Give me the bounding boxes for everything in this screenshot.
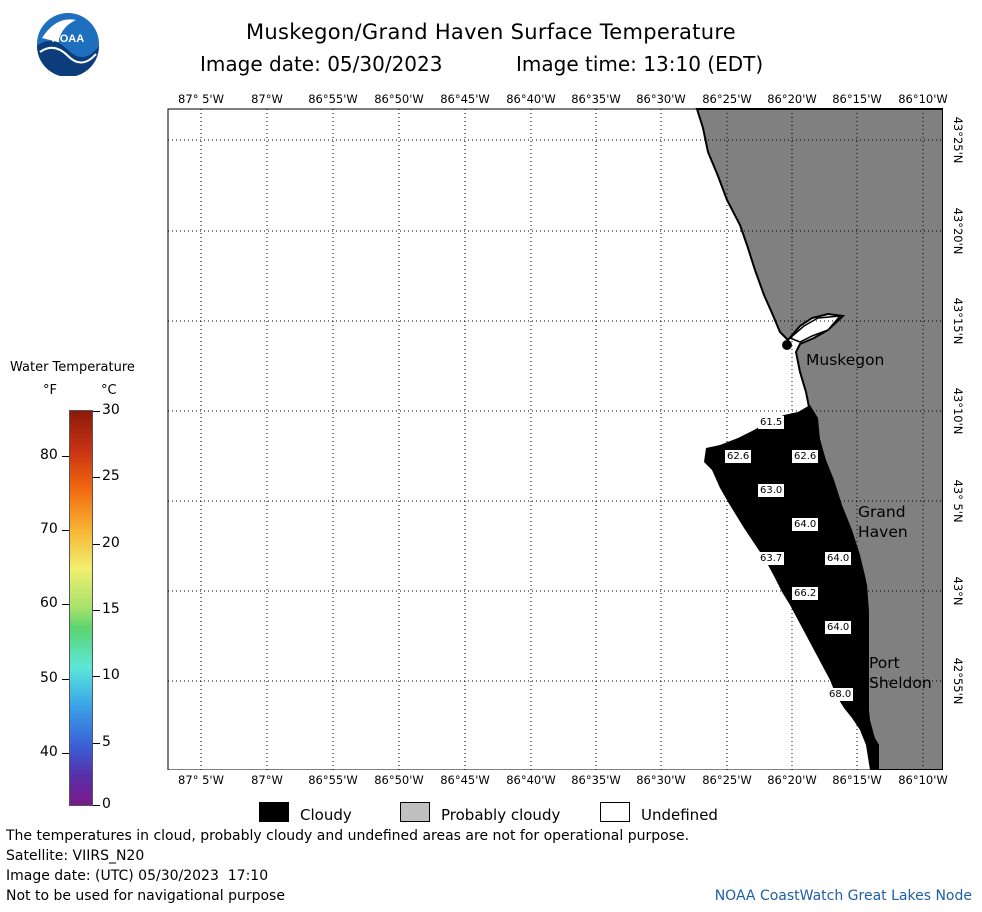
lat-tick: 43° 5'N	[951, 479, 965, 523]
city-label-grand: Grand	[858, 503, 906, 521]
page-title: Muskegon/Grand Haven Surface Temperature	[245, 20, 737, 44]
scale-unit-f: °F	[43, 383, 57, 398]
lon-tick: 86°15'W	[832, 773, 882, 787]
scale-c-label: 20	[102, 535, 120, 551]
lat-tick: 42°55'N	[951, 657, 965, 705]
scale-unit-c: °C	[101, 383, 117, 398]
city-marker-muskegon	[782, 340, 792, 350]
scale-f-label: 80	[40, 447, 58, 463]
lon-tick: 86°10'W	[898, 773, 948, 787]
temperature-label: 62.6	[792, 450, 819, 463]
lon-tick: 86°55'W	[308, 773, 358, 787]
temperature-label: 63.7	[758, 552, 785, 565]
temperature-label: 63.0	[758, 484, 785, 497]
lon-tick: 86°45'W	[440, 773, 490, 787]
footer-satellite: Satellite: VIIRS_N20	[6, 848, 145, 864]
city-label-grand-haven: Grand Haven	[858, 502, 908, 542]
scale-c-label: 25	[102, 468, 120, 484]
temperature-label: 64.0	[825, 552, 852, 565]
image-date: Image date: 05/30/2023	[200, 52, 443, 76]
lat-tick: 43°15'N	[951, 297, 965, 345]
footer-disclaimer: The temperatures in cloud, probably clou…	[6, 828, 690, 844]
city-label-port: Port	[869, 654, 900, 672]
lon-tick: 86°50'W	[374, 773, 424, 787]
lon-tick: 87°W	[251, 92, 283, 106]
lat-tick: 43°25'N	[951, 116, 965, 164]
lat-tick: 43°10'N	[951, 387, 965, 435]
temperature-label: 62.6	[725, 450, 752, 463]
lon-tick: 86°10'W	[898, 92, 948, 106]
scale-f-label: 70	[40, 521, 58, 537]
scale-c-label: 0	[102, 796, 111, 812]
temperature-label: 64.0	[825, 621, 852, 634]
lon-tick: 86°15'W	[832, 92, 882, 106]
temperature-label: 68.0	[827, 688, 854, 701]
noaa-logo: NOAA	[36, 12, 100, 77]
lon-tick: 86°20'W	[767, 92, 817, 106]
legend-label-undefined: Undefined	[641, 806, 718, 824]
scale-c-label: 5	[102, 734, 111, 750]
city-label-muskegon: Muskegon	[806, 351, 885, 369]
lon-tick: 86°35'W	[571, 773, 621, 787]
scale-f-label: 60	[40, 595, 58, 611]
lon-tick: 86°40'W	[506, 773, 556, 787]
footer-credit: NOAA CoastWatch Great Lakes Node	[714, 888, 972, 904]
footer-utc-date: Image date: (UTC) 05/30/2023 17:10	[6, 868, 269, 884]
lon-tick: 86°30'W	[636, 92, 686, 106]
legend-swatch-undefined	[600, 802, 630, 822]
footer-navigation: Not to be used for navigational purpose	[6, 888, 285, 904]
temperature-label: 61.5	[758, 416, 785, 429]
scale-f-label: 40	[40, 744, 58, 760]
temperature-label: 64.0	[792, 518, 819, 531]
scale-c-label: 10	[102, 667, 120, 683]
legend-label-probably-cloudy: Probably cloudy	[441, 806, 561, 824]
color-bar	[69, 410, 93, 806]
image-time: Image time: 13:10 (EDT)	[516, 52, 764, 76]
city-label-sheldon: Sheldon	[869, 674, 932, 692]
map-area	[167, 108, 943, 770]
lon-tick: 86°55'W	[308, 92, 358, 106]
logo-text: NOAA	[52, 33, 84, 45]
lon-tick: 86°50'W	[374, 92, 424, 106]
cloud-region	[704, 405, 878, 770]
legend-swatch-cloudy	[259, 802, 289, 822]
lon-tick: 87°W	[251, 773, 283, 787]
scale-f-label: 50	[40, 670, 58, 686]
muskegon-lake	[788, 315, 842, 343]
lon-tick: 86°20'W	[767, 773, 817, 787]
lon-tick: 86°25'W	[702, 773, 752, 787]
lon-tick: 86°40'W	[506, 92, 556, 106]
lon-tick: 87° 5'W	[178, 92, 224, 106]
temperature-label: 66.2	[792, 587, 819, 600]
legend-swatch-probably-cloudy	[400, 802, 430, 822]
lat-tick: 43°N	[951, 576, 965, 606]
legend-label-cloudy: Cloudy	[300, 806, 352, 824]
lat-tick: 43°20'N	[951, 207, 965, 255]
scale-c-label: 15	[102, 601, 120, 617]
map-frame	[167, 108, 943, 770]
scale-title: Water Temperature	[10, 360, 135, 375]
lon-tick: 86°25'W	[702, 92, 752, 106]
lon-tick: 86°45'W	[440, 92, 490, 106]
lon-tick: 86°30'W	[636, 773, 686, 787]
city-label-haven: Haven	[858, 523, 908, 541]
scale-c-label: 30	[102, 402, 120, 418]
city-label-port-sheldon: Port Sheldon	[869, 653, 932, 693]
lon-tick: 86°35'W	[571, 92, 621, 106]
lon-tick: 87° 5'W	[178, 773, 224, 787]
